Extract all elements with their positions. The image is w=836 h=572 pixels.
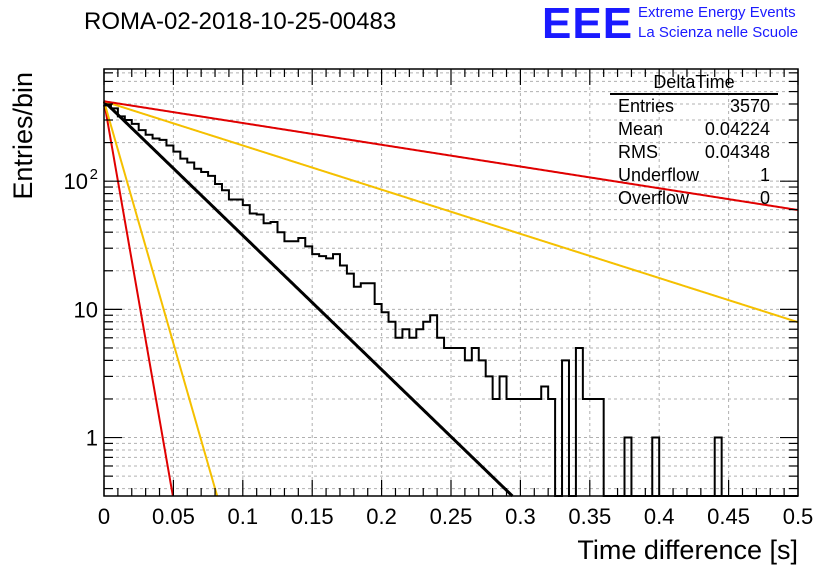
eee-logo: EEE <box>542 0 634 48</box>
fit-curve-yellow-3 <box>103 100 799 324</box>
x-tick-label: 0.05 <box>152 504 195 529</box>
stats-value: 0.04348 <box>704 142 770 162</box>
stats-box: DeltaTime Entries 3570 Mean 0.04224 RMS 0.043… <box>610 72 778 210</box>
stats-box-title: DeltaTime <box>610 72 778 95</box>
y-tick-label: 10 <box>74 297 98 322</box>
x-tick-label: 0.2 <box>366 504 397 529</box>
x-axis-label: Time difference [s] <box>577 535 798 565</box>
x-tick-label: 0.5 <box>783 504 814 529</box>
histogram-bin <box>713 436 723 496</box>
y-tick-label: 1 <box>86 426 98 451</box>
x-tick-label: 0.25 <box>430 504 473 529</box>
stats-label: RMS <box>618 142 658 162</box>
x-tick-label: 0 <box>98 504 110 529</box>
stats-label: Entries <box>618 96 675 116</box>
y-tick-label: 10 <box>64 169 88 194</box>
logo-line-1: Extreme Energy Events <box>638 4 796 21</box>
stats-row-underflow: Underflow 1 <box>610 164 778 187</box>
stats-value: 0.04224 <box>704 119 770 139</box>
y-axis-label: Entries/bin <box>8 72 38 200</box>
stats-value: 3570 <box>729 96 770 116</box>
fit-curve-yellow-1 <box>103 101 219 497</box>
logo-line-2: La Scienza nelle Scuole <box>638 24 799 41</box>
stats-value: 0 <box>759 188 770 208</box>
axis-ticks: 0 0.05 0.1 0.15 0.2 0.25 0.3 0.35 0.4 0.45 0.51101… <box>64 69 814 529</box>
histogram-bin <box>623 436 633 496</box>
fit-curve-red-0 <box>103 101 174 497</box>
stats-row-entries: Entries 3570 <box>610 95 778 118</box>
fit-curve-black-2 <box>102 100 514 498</box>
chart-title: ROMA-02-2018-10-25-00483 <box>84 8 397 35</box>
stats-row-rms: RMS 0.04348 <box>610 141 778 164</box>
stats-row-mean: Mean 0.04224 <box>610 118 778 141</box>
stats-value: 1 <box>759 165 770 185</box>
stats-label: Underflow <box>618 165 700 185</box>
x-tick-label: 0.35 <box>568 504 611 529</box>
grid-lines <box>104 69 798 496</box>
x-tick-label: 0.1 <box>228 504 259 529</box>
stats-label: Mean <box>618 119 664 139</box>
x-tick-label: 0.4 <box>644 504 675 529</box>
y-tick-exponent: 2 <box>90 166 98 183</box>
x-tick-label: 0.15 <box>291 504 334 529</box>
stats-row-overflow: Overflow 0 <box>610 187 778 210</box>
fit-curves <box>102 100 799 498</box>
fit-curve-red-4 <box>103 100 799 211</box>
histogram-bin <box>651 436 661 496</box>
x-tick-label: 0.3 <box>505 504 536 529</box>
x-tick-label: 0.45 <box>707 504 750 529</box>
stats-label: Overflow <box>618 188 690 208</box>
